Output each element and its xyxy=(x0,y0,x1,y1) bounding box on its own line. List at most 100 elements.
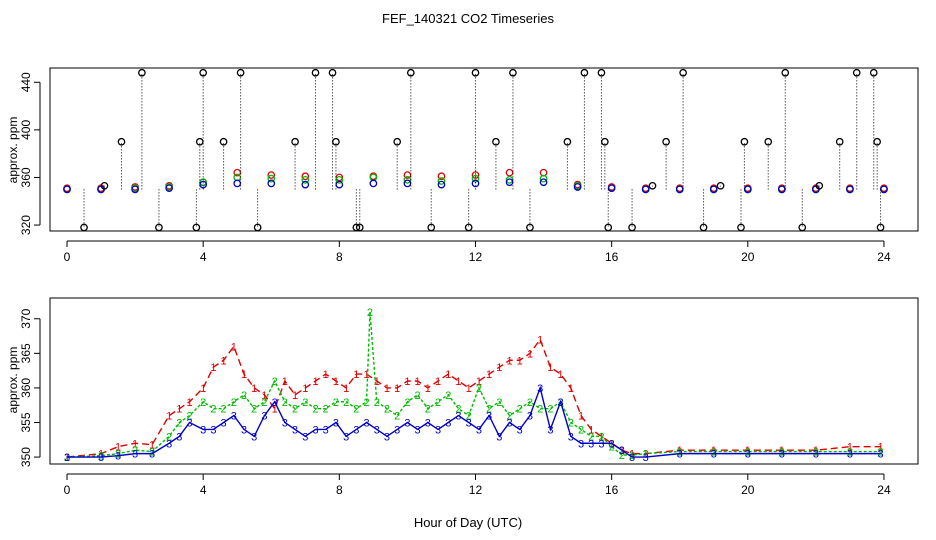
series-3-label: 3 xyxy=(231,411,237,423)
series-3-point xyxy=(846,185,854,194)
bottom-x-tick-label: 0 xyxy=(64,483,71,497)
series-outliers-point xyxy=(509,68,517,77)
series-outliers-point xyxy=(662,137,670,146)
top-y-tick-label: 320 xyxy=(19,215,33,235)
bottom-x-tick-label: 8 xyxy=(336,483,343,497)
series-3-point xyxy=(573,183,582,191)
series-2-label: 2 xyxy=(166,431,172,443)
series-2-label: 2 xyxy=(251,404,257,416)
series-outliers-point xyxy=(332,137,340,146)
series-2-label: 2 xyxy=(200,397,206,409)
series-3-point xyxy=(641,185,650,194)
series-2-label: 2 xyxy=(496,397,502,409)
series-3-point xyxy=(607,184,616,193)
series-1-label: 1 xyxy=(241,369,247,381)
series-outliers-point xyxy=(852,68,861,77)
series-3-point xyxy=(437,180,446,189)
series-1-label: 1 xyxy=(231,341,237,353)
series-3-point xyxy=(233,179,242,188)
bottom-x-tick-label: 12 xyxy=(469,483,483,497)
series-3-label: 3 xyxy=(476,424,482,436)
top-y-tick-label: 440 xyxy=(19,72,33,92)
series-3-label: 3 xyxy=(619,445,625,457)
series-1-label: 1 xyxy=(779,445,785,457)
series-outliers-point xyxy=(798,223,807,232)
series-3-label: 3 xyxy=(384,431,390,443)
series-3-point xyxy=(63,185,71,194)
series-2-label: 2 xyxy=(186,411,192,423)
series-1-point xyxy=(505,168,514,177)
series-2-label: 2 xyxy=(486,404,492,416)
series-3-point xyxy=(199,180,208,189)
series-1-label: 1 xyxy=(132,438,138,450)
series-3-label: 3 xyxy=(323,424,329,436)
series-1-label: 1 xyxy=(323,369,329,381)
series-outliers-point xyxy=(648,181,657,190)
series-1-label: 1 xyxy=(115,442,121,454)
series-1-label: 1 xyxy=(527,348,533,360)
series-1-point xyxy=(233,168,242,177)
series-1-label: 1 xyxy=(353,369,359,381)
top-panel: approx. ppm 0 4 8 12 16 20 24 320 360 400 440 xyxy=(6,67,919,264)
series-1-label: 1 xyxy=(847,442,853,454)
series-outliers-point xyxy=(716,181,725,190)
series-outliers-point xyxy=(604,223,613,232)
series-2-label: 2 xyxy=(677,447,683,459)
series-1-point xyxy=(335,173,344,182)
series-2-label: 2 xyxy=(609,442,615,454)
series-1-label: 1 xyxy=(200,383,206,395)
series-2-point xyxy=(267,174,276,183)
series-1-label: 1 xyxy=(186,397,192,409)
series-3-label: 3 xyxy=(779,449,785,461)
series-3-label: 3 xyxy=(598,438,604,450)
series-2-label: 2 xyxy=(272,376,278,388)
series-3-label: 3 xyxy=(149,449,155,461)
series-2-label: 2 xyxy=(176,418,182,430)
series-3-label: 3 xyxy=(496,431,502,443)
series-outliers-point xyxy=(355,223,364,232)
series-3-point xyxy=(505,178,514,187)
series-1-label: 1 xyxy=(292,390,298,402)
series-3-point xyxy=(267,179,276,188)
series-3-label: 3 xyxy=(312,424,318,436)
series-outliers-point xyxy=(471,68,480,77)
series-2-label: 2 xyxy=(588,431,594,443)
series-1-label: 1 xyxy=(643,449,649,461)
series-3-label: 3 xyxy=(435,424,441,436)
series-outliers-point xyxy=(236,68,245,77)
series-3-point xyxy=(301,180,310,189)
series-3-label: 3 xyxy=(578,438,584,450)
top-x-tick-label: 4 xyxy=(200,250,207,264)
series-3-label: 3 xyxy=(568,431,574,443)
series-3-label: 3 xyxy=(200,424,206,436)
series-outliers-point xyxy=(195,137,204,146)
series-3-label: 3 xyxy=(166,438,172,450)
series-outliers-point xyxy=(580,68,589,77)
series-1-label: 1 xyxy=(877,442,883,454)
series-1-label: 1 xyxy=(445,369,451,381)
series-outliers-point xyxy=(219,137,228,146)
series-2-label: 2 xyxy=(404,397,410,409)
series-3-label: 3 xyxy=(282,418,288,430)
series-3-label: 3 xyxy=(115,451,121,463)
series-3-label: 3 xyxy=(261,411,267,423)
series-2-label: 2 xyxy=(537,404,543,416)
series-3-label: 3 xyxy=(643,452,649,464)
series-2-label: 2 xyxy=(312,404,318,416)
series-2-label: 2 xyxy=(343,397,349,409)
series-1-label: 1 xyxy=(588,424,594,436)
series-2-label: 2 xyxy=(547,404,553,416)
series-3-point xyxy=(369,179,378,188)
series-outliers-point xyxy=(876,223,885,232)
series-1-label: 1 xyxy=(517,355,523,367)
series-3-label: 3 xyxy=(272,397,278,409)
series-1-label: 1 xyxy=(333,376,339,388)
series-2-label: 2 xyxy=(149,447,155,459)
series-2-label: 2 xyxy=(384,404,390,416)
series-2-label: 2 xyxy=(476,383,482,395)
series-3-label: 3 xyxy=(364,418,370,430)
top-x-tick-label: 16 xyxy=(605,250,619,264)
series-1-label: 1 xyxy=(210,362,216,374)
series-outliers-point xyxy=(155,223,163,232)
series-1-label: 1 xyxy=(619,445,625,457)
